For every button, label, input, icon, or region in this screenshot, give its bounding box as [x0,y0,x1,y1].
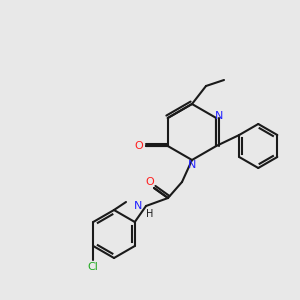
Text: H: H [146,209,154,219]
Text: N: N [188,160,196,170]
Text: O: O [146,177,154,187]
Text: N: N [134,201,142,211]
Text: N: N [215,111,224,121]
Text: Cl: Cl [88,262,99,272]
Text: O: O [134,141,143,151]
